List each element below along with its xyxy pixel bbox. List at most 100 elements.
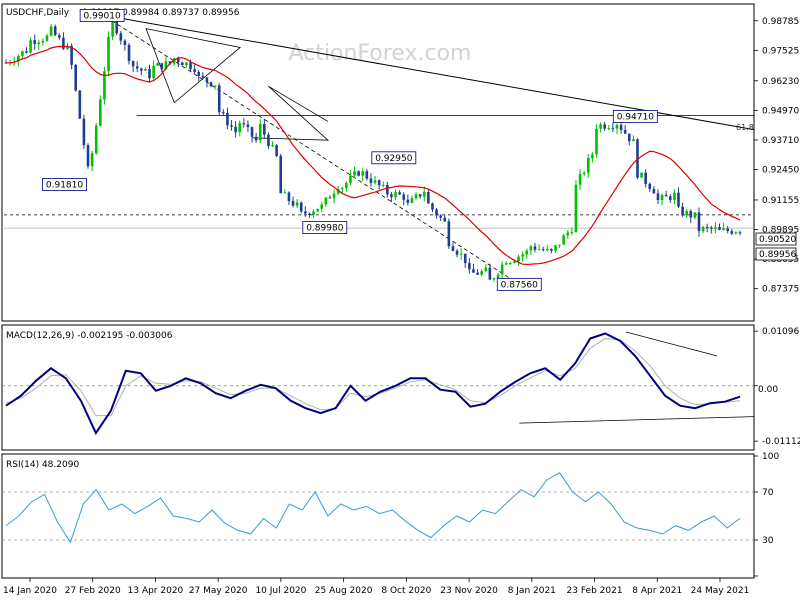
price-candles bbox=[4, 13, 742, 282]
candle-body bbox=[673, 192, 676, 200]
candle-body bbox=[283, 192, 287, 194]
candle-body bbox=[492, 278, 496, 280]
candle-body bbox=[480, 271, 483, 275]
candle-body bbox=[17, 55, 20, 62]
candle-body bbox=[58, 35, 61, 38]
macd-main-line bbox=[5, 332, 741, 436]
rsi-line bbox=[5, 472, 741, 544]
candle-body bbox=[410, 198, 414, 203]
candle-body bbox=[705, 226, 709, 228]
candle-body bbox=[357, 171, 360, 176]
candle-body bbox=[74, 64, 78, 91]
candle-body bbox=[377, 180, 381, 186]
candle-body bbox=[648, 183, 652, 190]
candle-body bbox=[279, 155, 283, 194]
candle-body bbox=[131, 61, 135, 67]
candle-body bbox=[369, 178, 373, 183]
candle-body bbox=[222, 112, 225, 114]
candle-body bbox=[504, 263, 508, 265]
price-level-box bbox=[612, 110, 658, 123]
candle-body bbox=[123, 40, 127, 45]
price-level-label: 0.87560 bbox=[501, 280, 538, 290]
rsi-level-lines bbox=[2, 491, 754, 541]
macd-zero-label: 0.00 bbox=[758, 385, 778, 395]
candle-body bbox=[435, 209, 438, 216]
candle-body bbox=[181, 62, 184, 66]
candle-body bbox=[701, 226, 705, 232]
candle-body bbox=[291, 200, 295, 206]
candle-body bbox=[271, 145, 274, 147]
moving-average-line bbox=[5, 45, 741, 266]
candle-body bbox=[304, 211, 307, 214]
rsi-panel-frame bbox=[1, 453, 755, 579]
candle-body bbox=[463, 253, 467, 264]
date-tick-label: 13 Apr 2020 bbox=[128, 586, 184, 596]
candle-body bbox=[226, 112, 229, 126]
candle-body bbox=[636, 139, 639, 178]
candle-body bbox=[172, 58, 176, 64]
date-tick-label: 27 Feb 2020 bbox=[65, 586, 121, 596]
candle-body bbox=[509, 262, 512, 264]
candle-body bbox=[468, 263, 471, 270]
candle-body bbox=[529, 246, 533, 251]
candle-body bbox=[443, 217, 447, 222]
candle-body bbox=[595, 128, 598, 155]
candle-body bbox=[320, 204, 324, 209]
macd-support-line bbox=[519, 416, 755, 424]
macd-y-tick-label: 0.010967 bbox=[762, 327, 800, 337]
candle-body bbox=[135, 66, 139, 69]
candle-body bbox=[574, 184, 578, 233]
candle-body bbox=[566, 232, 570, 236]
candle-body bbox=[373, 180, 377, 183]
candle-body bbox=[582, 172, 586, 175]
candle-body bbox=[107, 36, 110, 72]
price-y-tick-label: 0.93710 bbox=[762, 136, 799, 146]
candle-body bbox=[287, 192, 291, 201]
candle-body bbox=[570, 232, 574, 234]
candle-body bbox=[299, 202, 303, 212]
falling-channel-line bbox=[111, 20, 520, 285]
macd-y-tick-label: -0.011127 bbox=[762, 437, 800, 447]
price-y-tick-label: 0.97525 bbox=[762, 46, 799, 56]
price-y-tick-label: 0.98785 bbox=[762, 17, 799, 27]
candle-body bbox=[41, 40, 45, 43]
price-ohlc: 0.89817 0.89984 0.89737 0.89956 bbox=[82, 8, 240, 18]
candle-body bbox=[402, 194, 406, 200]
candle-body bbox=[414, 194, 418, 199]
candle-body bbox=[619, 124, 623, 131]
candle-body bbox=[427, 191, 430, 204]
price-y-tick-label: 0.89895 bbox=[762, 226, 799, 236]
candle-body bbox=[82, 118, 86, 146]
current-price-tag-text: 0.89956 bbox=[759, 250, 796, 260]
candle-body bbox=[176, 58, 180, 63]
candle-body bbox=[394, 192, 397, 198]
candle-body bbox=[406, 199, 410, 203]
price-y-tick-label: 0.92450 bbox=[762, 166, 799, 176]
candle-body bbox=[533, 246, 537, 250]
rsi-y-tick-label: 30 bbox=[762, 536, 774, 546]
resistance-tag: 0.90520 bbox=[755, 232, 796, 246]
candle-body bbox=[49, 26, 53, 36]
candle-body bbox=[537, 249, 541, 251]
candle-body bbox=[156, 63, 160, 66]
date-tick-label: 8 Jan 2021 bbox=[508, 586, 556, 596]
candle-body bbox=[476, 272, 479, 275]
date-tick-label: 23 Nov 2020 bbox=[440, 586, 498, 596]
candle-body bbox=[586, 158, 590, 173]
date-tick-label: 25 Aug 2020 bbox=[315, 586, 373, 596]
candle-body bbox=[541, 249, 545, 251]
date-tick-label: 27 May 2020 bbox=[189, 586, 248, 596]
candle-body bbox=[455, 250, 459, 255]
candle-body bbox=[25, 51, 28, 53]
candle-body bbox=[738, 232, 742, 234]
candle-body bbox=[94, 125, 98, 154]
candle-body bbox=[275, 145, 278, 156]
macd-panel: MACD(12,26,9) -0.002195 -0.003006 0.0109… bbox=[1, 324, 800, 451]
candle-body bbox=[664, 195, 668, 197]
candle-body bbox=[697, 212, 701, 232]
macd-trend-lines bbox=[519, 331, 755, 424]
candle-body bbox=[66, 45, 69, 49]
candle-body bbox=[709, 227, 713, 229]
current-price-tag: 0.89956 bbox=[755, 247, 796, 261]
